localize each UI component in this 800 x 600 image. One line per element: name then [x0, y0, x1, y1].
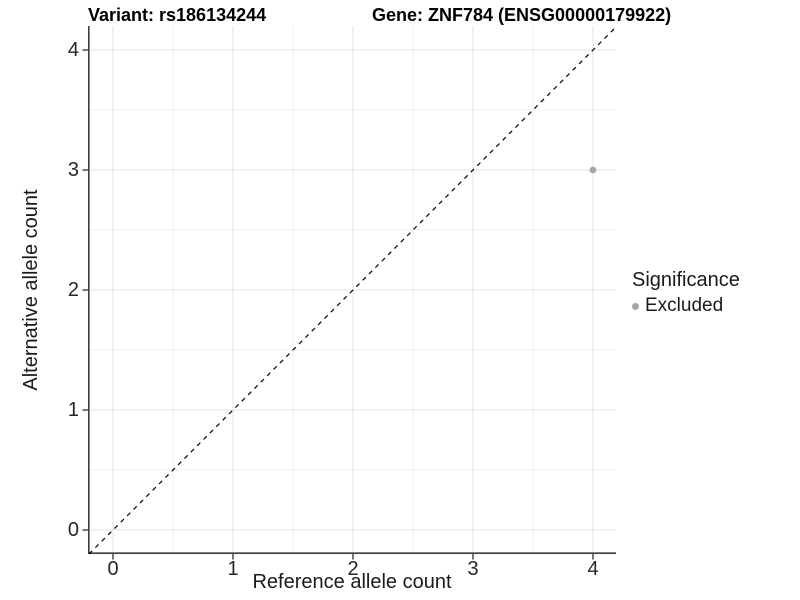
plot-panel: [82, 25, 618, 560]
data-point-excluded: [589, 166, 597, 174]
plot-title-gene: Gene: ZNF784 (ENSG00000179922): [372, 5, 672, 25]
legend-item-label: Excluded: [645, 295, 724, 316]
legend-item-excluded: Excluded: [632, 295, 740, 317]
y-tick-label: 0: [67, 519, 79, 541]
y-tick-label: 3: [67, 159, 79, 181]
legend: Significance Excluded: [632, 268, 740, 317]
identity-reference-line: [88, 25, 618, 555]
legend-point-icon: [632, 302, 639, 310]
plot-canvas: [82, 25, 618, 560]
y-tick-label: 2: [67, 279, 79, 301]
x-tick-label: 3: [467, 558, 479, 580]
legend-title: Significance: [632, 269, 740, 291]
x-tick-label: 0: [107, 558, 119, 580]
y-tick-label: 4: [67, 39, 79, 61]
x-axis-title: Reference allele count: [252, 571, 452, 593]
plot-title-variant: Variant: rs186134244: [88, 5, 267, 25]
x-tick-label: 2: [347, 558, 359, 580]
x-tick-label: 4: [587, 558, 599, 580]
y-tick-label: 1: [67, 399, 79, 421]
y-axis-title: Alternative allele count: [20, 189, 42, 391]
x-tick-label: 1: [227, 558, 239, 580]
